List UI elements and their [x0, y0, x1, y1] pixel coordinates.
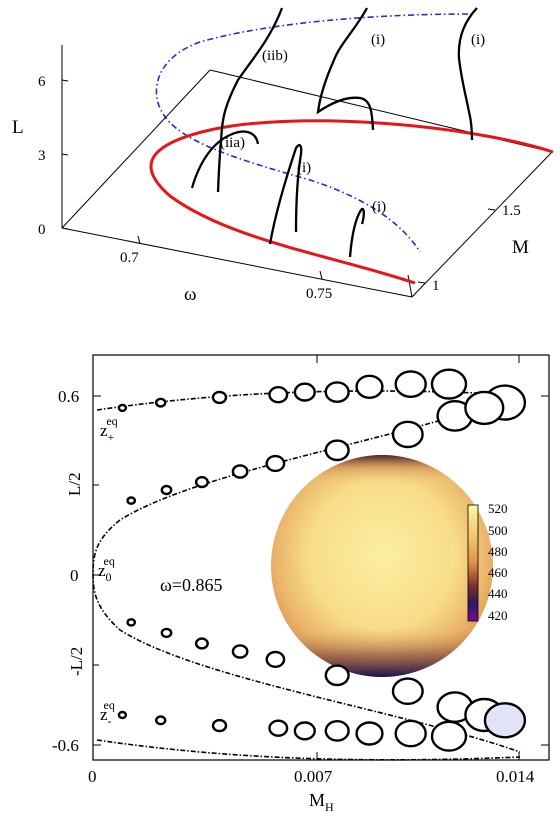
circle-bottom-6: [355, 721, 384, 746]
colorbar-tick-520: 520: [488, 501, 508, 516]
colorbar-tick-500: 500: [488, 523, 508, 538]
circle-top-3: [268, 386, 289, 404]
label-z-zero: z0eq: [98, 554, 115, 584]
circle-lower-2: [194, 637, 209, 650]
circle-top-0: [117, 403, 128, 413]
y-tick-1: 1: [432, 278, 440, 294]
circle-upper-4: [265, 454, 286, 473]
circle-lower-1: [160, 627, 173, 639]
circle-bottom-1: [154, 715, 167, 726]
y-axis-label: M: [512, 237, 529, 258]
base-curve: [149, 119, 554, 285]
z-axis-label: L: [12, 117, 24, 138]
x-tick-075: 0.75: [306, 286, 332, 302]
annotation-i-4: (i): [372, 199, 386, 215]
circle-bottom-5: [324, 720, 350, 742]
z-tick-6: 6: [38, 74, 46, 90]
axes-box: [61, 45, 553, 298]
sphere-inset: [271, 455, 493, 677]
colorbar-tick-460: 460: [488, 565, 508, 580]
circle-upper-2: [194, 476, 209, 489]
circle-lower-4: [265, 650, 286, 669]
circle-upper-1: [160, 484, 173, 496]
circle-upper-3: [231, 464, 249, 479]
x-axis-label: MH: [309, 790, 334, 814]
branch-i-2: [457, 7, 478, 141]
panel-3d: (iib) (i) (i) (iia) (i) (i) L 6 3 0 0.7 …: [12, 7, 554, 305]
omega-annotation: ω=0.865: [160, 575, 223, 595]
y-tick-06: 0.6: [58, 387, 79, 406]
colorbar-tick-440: 440: [488, 586, 508, 601]
plot-frame: [92, 354, 550, 761]
x-tick-0: 0: [88, 767, 97, 786]
x-axis-label: ω: [184, 284, 197, 305]
y-tick-15: 1.5: [502, 203, 521, 219]
circle-bottom-0: [117, 710, 128, 720]
circle-lower-6: [391, 677, 424, 706]
axis-ticks: [93, 355, 549, 760]
x-tick-0014: 0.014: [496, 767, 535, 786]
x-tick-0007: 0.007: [294, 767, 333, 786]
panel-2d: 520 500 480 460 440 420: [52, 354, 550, 814]
y-tick-neg06: -0.6: [52, 736, 79, 755]
circle-lower-0: [126, 618, 137, 627]
circle-bottom-2: [211, 718, 228, 733]
circle-lower-5: [324, 664, 350, 687]
annotation-iia: (iia): [220, 135, 245, 151]
highlighted-circle: [483, 702, 527, 739]
circle-upper-0: [126, 496, 137, 505]
solution-branches: [190, 7, 478, 258]
circle-upper-6: [391, 420, 424, 449]
annotation-i-3: (i): [297, 160, 311, 176]
circle-bottom-3: [268, 719, 289, 737]
z-tick-3: 3: [38, 148, 46, 164]
circle-top-5: [324, 381, 350, 403]
branch-i-4: [348, 207, 365, 258]
annotation-iib: (iib): [262, 48, 288, 64]
label-z-minus: z-eq: [100, 698, 115, 728]
y-label-top: L/2: [65, 472, 84, 496]
circles-layer: [117, 368, 527, 752]
branch-iia: [190, 130, 260, 189]
circle-top-6: [355, 374, 384, 399]
circle-bottom-4: [293, 721, 316, 741]
branch-i-1: [316, 7, 375, 131]
circle-top-8: [430, 368, 468, 400]
y-label-bottom: -L/2: [67, 647, 86, 676]
x-tick-070: 0.7: [120, 250, 139, 266]
colorbar-tick-480: 480: [488, 544, 508, 559]
circle-lower-3: [231, 644, 249, 659]
y-tick-0: 0: [70, 566, 79, 585]
colorbar-tick-420: 420: [488, 608, 508, 623]
circle-top-7: [394, 370, 427, 398]
circle-upper-5: [324, 439, 350, 462]
circle-bottom-7: [394, 719, 427, 748]
label-z-plus: z+eq: [100, 414, 118, 444]
circle-bottom-8: [430, 720, 468, 752]
branch-iib: [216, 7, 284, 193]
circle-top-4: [293, 382, 316, 402]
annotation-i-2: (i): [471, 32, 485, 48]
colorbar: 520 500 480 460 440 420: [467, 501, 508, 623]
annotation-i-1: (i): [371, 32, 385, 48]
circle-upper-8: [464, 390, 505, 426]
circle-top-1: [154, 397, 167, 408]
circle-top-2: [211, 390, 228, 405]
branch-i-3: [268, 144, 303, 245]
z-tick-0: 0: [38, 222, 46, 238]
